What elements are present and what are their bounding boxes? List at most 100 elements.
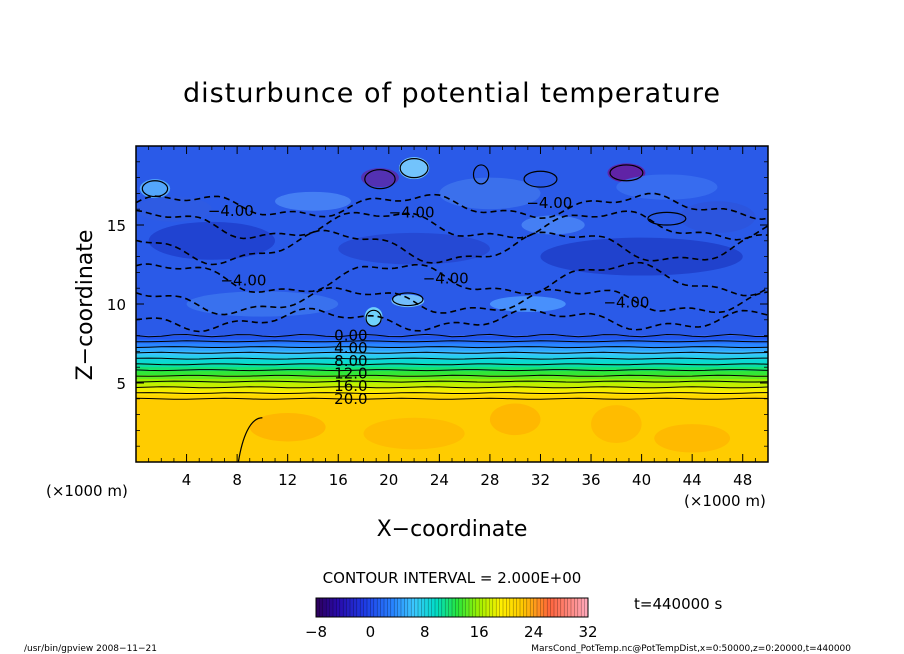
- colorbar-segment: [560, 598, 565, 617]
- y-tick-label: 10: [107, 296, 126, 314]
- colorbar-segment: [469, 598, 473, 617]
- contour-label: 12.0: [334, 365, 367, 383]
- contour-label: 4.00: [334, 339, 367, 357]
- contour-line: [136, 333, 768, 338]
- colorbar-segment: [404, 598, 409, 617]
- colorbar-segment: [499, 598, 504, 617]
- colorbar-segment: [326, 598, 330, 617]
- contour-closed: [364, 169, 396, 190]
- x-tick-label: 8: [232, 471, 242, 489]
- colorbar-segment: [475, 598, 480, 617]
- colorbar-segment: [367, 598, 371, 617]
- contour-line-dashed: [136, 261, 768, 297]
- x-tick-label: 12: [278, 471, 297, 489]
- colorbar-segment: [496, 598, 500, 617]
- contour-closed: [391, 292, 424, 307]
- colorbar-segment: [407, 598, 412, 617]
- colorbar-segment: [343, 598, 347, 617]
- heatmap-blob: [275, 191, 351, 211]
- colorbar-segment: [564, 598, 568, 617]
- plot-area: [136, 146, 768, 462]
- colorbar-segment: [397, 598, 402, 617]
- transition-stripe: [136, 347, 768, 352]
- colorbar-segment: [438, 598, 443, 617]
- contour-interval-text: CONTOUR INTERVAL = 2.000E+00: [323, 569, 582, 587]
- colorbar-segment: [577, 598, 582, 617]
- heatmap-blob: [338, 232, 490, 265]
- x-axis-ticks: 4 8 12 16 20 24 28 32 36 40 44 48: [148, 146, 756, 489]
- contour-label: −4.00: [389, 203, 435, 221]
- x-tick-label: 40: [632, 471, 651, 489]
- colorbar-segment: [346, 598, 351, 617]
- colorbar-segment: [571, 598, 575, 617]
- contour-line: [136, 374, 768, 377]
- colorbar-segment: [567, 598, 572, 617]
- colorbar-segment: [540, 598, 545, 617]
- colorbar-segment: [316, 598, 320, 617]
- heatmap-blob: [654, 424, 731, 453]
- transition-stripe: [136, 383, 768, 388]
- footer-left: /usr/bin/gpview 2008−11−21: [24, 644, 157, 654]
- colorbar-segment: [333, 598, 337, 617]
- colorbar-segment: [523, 598, 528, 617]
- heatmap-blobs: [136, 157, 756, 453]
- colorbar-segment: [363, 598, 368, 617]
- colorbar-segment: [353, 598, 358, 617]
- colorbar-segment: [445, 598, 449, 617]
- transition-stripe: [136, 359, 768, 364]
- colorbar-tick-label: 0: [366, 623, 376, 641]
- transition-stripe: [136, 367, 768, 372]
- colorbar-segment: [526, 598, 531, 617]
- colorbar-segment: [520, 598, 524, 617]
- x-tick-label: 48: [733, 471, 752, 489]
- contour-lines: [136, 158, 768, 462]
- heatmap-blob: [363, 417, 465, 450]
- colorbar-segment: [462, 598, 466, 617]
- x-tick-label: 28: [480, 471, 499, 489]
- x-unit-left: (×1000 m): [46, 482, 128, 500]
- colorbar-segment: [339, 598, 344, 617]
- transition-stripe: [136, 343, 768, 349]
- colorbar-segment: [387, 598, 392, 617]
- transition-stripe: [136, 351, 768, 356]
- contour-label: −4.00: [526, 194, 572, 212]
- colorbar-segment: [584, 598, 589, 617]
- colorbar-tick-label: −8: [305, 623, 327, 641]
- y-tick-label: 5: [116, 375, 126, 393]
- colorbar-segment: [401, 598, 405, 617]
- contour-label: −4.00: [603, 293, 649, 311]
- contour-line-dashed: [136, 209, 768, 241]
- colorbar-segment: [543, 598, 548, 617]
- colorbar-segment: [537, 598, 541, 617]
- contour-line: [136, 397, 768, 400]
- colorbar-segment: [486, 598, 490, 617]
- heatmap-blob: [439, 177, 541, 210]
- contour-closed: [609, 164, 644, 182]
- heatmap-blob: [398, 157, 430, 180]
- heatmap-blob: [139, 179, 171, 199]
- colorbar-segment: [431, 598, 436, 617]
- contour-line-dashed: [136, 286, 768, 316]
- x-tick-label: 36: [581, 471, 600, 489]
- transition-stripe: [136, 335, 768, 341]
- colorbar-segment: [384, 598, 388, 617]
- time-label: t=440000 s: [634, 595, 722, 613]
- contour-labels: −4.00 −4.00 −4.00 −4.00 −4.00 −4.00 0.004.008.…: [208, 194, 650, 408]
- colorbar-segment: [377, 598, 381, 617]
- contour-label: −4.00: [423, 270, 469, 288]
- colorbar-segment: [513, 598, 517, 617]
- transition-stripe: [136, 386, 768, 392]
- contour-line: [136, 357, 768, 360]
- x-tick-label: 4: [182, 471, 192, 489]
- colorbar-segment: [424, 598, 429, 617]
- heatmap-blob: [489, 296, 566, 312]
- x-tick-label: 32: [531, 471, 550, 489]
- contour-closed: [523, 170, 558, 188]
- colorbar-segment: [441, 598, 446, 617]
- contour-label: 8.00: [334, 352, 367, 370]
- colorbar-tick-label: 24: [524, 623, 543, 641]
- y-axis-ticks: 5 10 15: [107, 161, 768, 447]
- chart-title: disturbunce of potential temperature: [183, 78, 721, 109]
- contour-line: [136, 346, 768, 349]
